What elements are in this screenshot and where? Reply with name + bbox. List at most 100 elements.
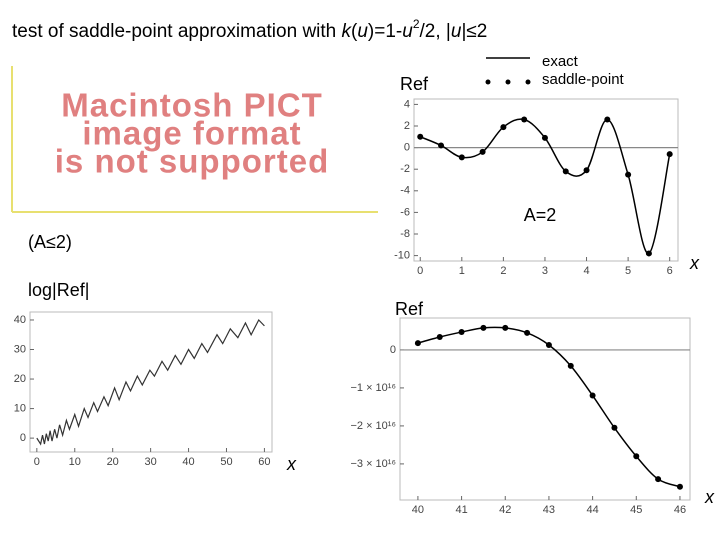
legend-label: exact (542, 53, 579, 70)
x-tick-label: 4 (583, 265, 589, 277)
marker (655, 476, 662, 483)
marker (545, 341, 552, 348)
x-tick-label: 43 (543, 504, 555, 516)
y-tick-label: -6 (400, 206, 410, 218)
title-part: /2, | (420, 21, 451, 42)
marker (541, 134, 548, 141)
marker (676, 483, 683, 490)
pict-placeholder: Macintosh PICT image format is not suppo… (11, 66, 378, 213)
legend-marker (525, 79, 531, 85)
placeholder-line: Macintosh PICT (61, 87, 323, 124)
y-tick-label: -10 (394, 250, 410, 262)
x-axis-label: x (689, 253, 700, 273)
y-tick-label: −1 × 10¹⁶ (350, 382, 396, 394)
slide-title: test of saddle-point approximation with … (12, 17, 487, 42)
marker (438, 142, 445, 149)
y-tick-label: -8 (400, 228, 410, 240)
y-tick-label: 4 (404, 98, 410, 110)
y-tick-label: 30 (14, 343, 26, 355)
marker (645, 250, 652, 257)
marker (414, 340, 421, 347)
marker (458, 329, 465, 336)
chart: 0 10 20 30 40 50 60 0 10 20 30 40 x (14, 311, 297, 474)
marker (611, 424, 618, 431)
x-tick-label: 50 (220, 456, 232, 468)
plot-frame (413, 98, 679, 262)
x-tick-label: 40 (412, 504, 424, 516)
title-part: u (357, 21, 368, 42)
y-tick-label: 0 (20, 432, 26, 444)
title-part: |≤2 (461, 21, 487, 42)
marker (583, 167, 590, 174)
x-tick-label: 2 (500, 265, 506, 277)
x-axis-label: x (704, 487, 715, 507)
x-tick-label: 44 (586, 504, 598, 516)
marker (625, 171, 632, 178)
y-axis-label: Ref (400, 74, 429, 94)
marker (502, 324, 509, 331)
x-tick-label: 1 (459, 265, 465, 277)
marker (633, 453, 640, 460)
annotation: A=2 (524, 205, 557, 225)
x-tick-label: 0 (34, 456, 40, 468)
marker (436, 333, 443, 340)
title-part: )=1- (368, 21, 402, 42)
placeholder-line: image format (82, 115, 301, 152)
x-tick-label: 20 (107, 456, 119, 468)
y-axis-label: Ref (395, 299, 424, 319)
x-tick-label: 46 (674, 504, 686, 516)
log-label: log|Ref| (28, 280, 89, 300)
y-tick-label: -4 (400, 185, 410, 197)
x-tick-label: 45 (630, 504, 642, 516)
legend-marker (485, 79, 491, 85)
title-part: u (402, 21, 413, 42)
marker (480, 324, 487, 331)
y-tick-label: 0 (404, 142, 410, 154)
marker (417, 133, 424, 140)
title-part: 2 (413, 17, 420, 31)
x-tick-label: 60 (258, 456, 270, 468)
marker (604, 116, 611, 123)
marker (589, 392, 596, 399)
y-tick-label: 2 (404, 120, 410, 132)
marker (479, 148, 486, 155)
legend-label: saddle-point (542, 71, 625, 88)
y-tick-label: 40 (14, 314, 26, 326)
x-tick-label: 30 (144, 456, 156, 468)
x-tick-label: 3 (542, 265, 548, 277)
y-tick-label: 20 (14, 373, 26, 385)
x-tick-label: 6 (667, 265, 673, 277)
marker (500, 124, 507, 131)
title-part: u (451, 21, 462, 42)
curve (36, 318, 265, 446)
legend-marker (505, 79, 511, 85)
chart: 40 41 42 43 44 45 46 −3 × 10¹⁶ −2 × 10¹⁶ −1 × 10¹… (350, 299, 715, 516)
x-tick-label: 41 (455, 504, 467, 516)
marker (524, 329, 531, 336)
title-part: test of saddle-point approximation with (12, 21, 342, 42)
y-tick-label: -2 (400, 163, 410, 175)
title-part: k (342, 21, 353, 42)
marker (562, 168, 569, 175)
marker (521, 116, 528, 123)
placeholder-line: is not supported (55, 143, 330, 180)
x-tick-label: 5 (625, 265, 631, 277)
y-tick-label: −2 × 10¹⁶ (350, 420, 396, 432)
plot-frame (29, 311, 273, 453)
condition-label: (A≤2) (28, 232, 72, 252)
x-tick-label: 10 (69, 456, 81, 468)
y-tick-label: −3 × 10¹⁶ (350, 458, 396, 470)
y-tick-label: 10 (14, 402, 26, 414)
marker (666, 151, 673, 158)
x-tick-label: 40 (182, 456, 194, 468)
marker (458, 154, 465, 161)
title-part: ( (351, 21, 358, 42)
marker (567, 362, 574, 369)
x-axis-label: x (286, 454, 297, 474)
x-tick-label: 42 (499, 504, 511, 516)
plot-frame (399, 317, 691, 501)
x-tick-label: 0 (417, 265, 423, 277)
y-tick-label: 0 (390, 344, 396, 356)
